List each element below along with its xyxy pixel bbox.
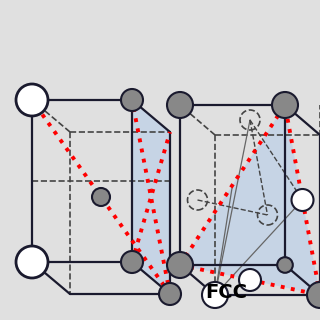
Circle shape (202, 282, 228, 308)
Polygon shape (132, 100, 170, 294)
Circle shape (277, 257, 293, 273)
Circle shape (167, 252, 193, 278)
Circle shape (121, 251, 143, 273)
Text: FCC: FCC (205, 283, 247, 301)
Circle shape (239, 269, 261, 291)
Circle shape (167, 92, 193, 118)
Circle shape (272, 92, 298, 118)
Polygon shape (180, 105, 320, 295)
Circle shape (16, 84, 48, 116)
Circle shape (307, 282, 320, 308)
Circle shape (292, 189, 314, 211)
Circle shape (159, 283, 181, 305)
Circle shape (16, 246, 48, 278)
Circle shape (92, 188, 110, 206)
Circle shape (121, 89, 143, 111)
